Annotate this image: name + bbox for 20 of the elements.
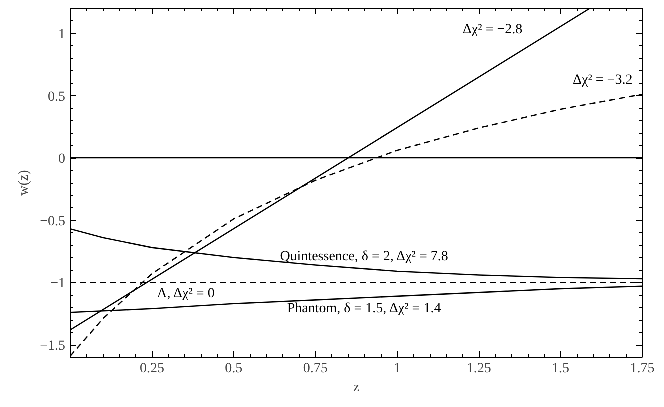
x-axis-title: z [353, 380, 360, 396]
x-tick-label: 0.25 [140, 362, 164, 376]
y-axis-title: w(z) [17, 170, 32, 196]
y-tick-label: 1 [58, 27, 66, 42]
y-tick-label: −1.5 [40, 339, 66, 354]
annotation: Δχ² = −3.2 [572, 72, 633, 88]
x-tick-label: 1.5 [552, 362, 570, 376]
y-tick-label: 0 [58, 152, 66, 168]
x-tick-label: 0.5 [225, 362, 243, 376]
y-tick-label: −0.5 [40, 214, 66, 230]
x-tick-label: 1 [394, 362, 401, 376]
y-tick-label: 0.5 [48, 90, 66, 105]
annotation: Λ, Δχ² = 0 [157, 286, 215, 302]
y-tick-label: −1 [50, 276, 66, 292]
annotation: Quintessence, δ = 2, Δχ² = 7.8 [280, 249, 448, 264]
x-tick-label: 1.25 [466, 362, 492, 376]
x-tick-label: 1.75 [630, 362, 655, 376]
annotation: Δχ² = −2.8 [462, 22, 523, 38]
annotation: Phantom, δ = 1.5, Δχ² = 1.4 [287, 301, 442, 316]
x-tick-label: 0.75 [303, 362, 328, 376]
